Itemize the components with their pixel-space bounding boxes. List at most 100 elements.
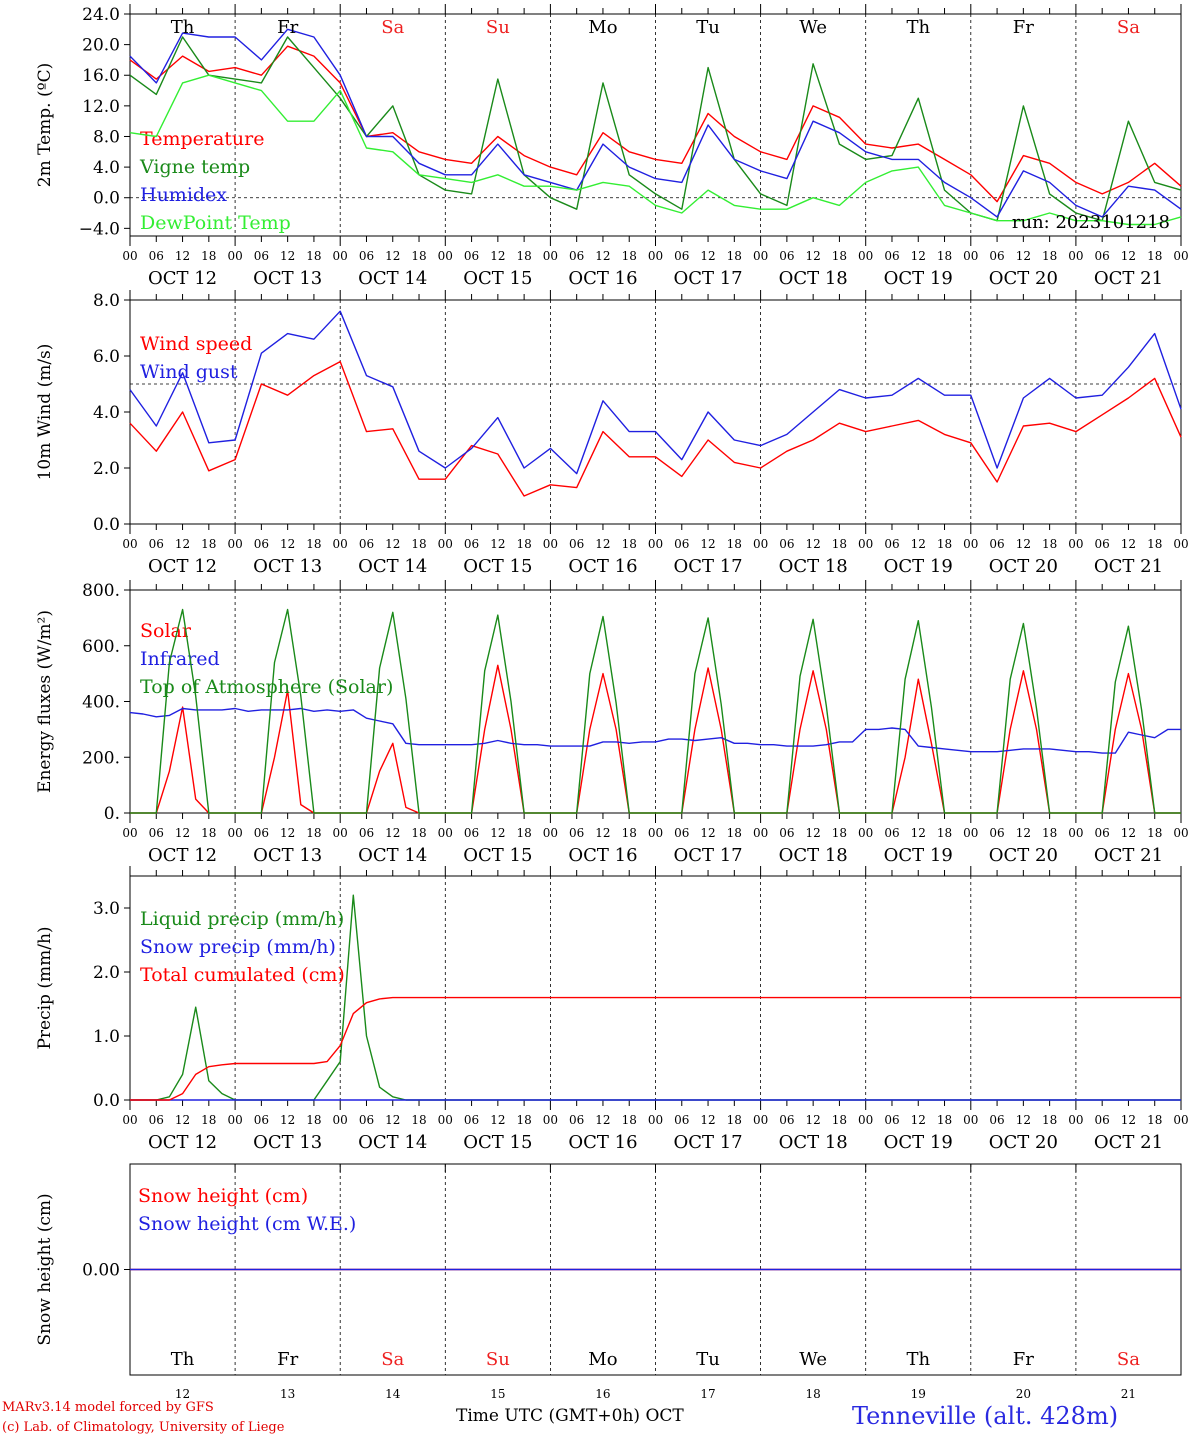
hour-tick-label: 00 xyxy=(1173,826,1188,840)
bottom-day-number: 19 xyxy=(911,1387,926,1401)
hour-tick-label: 06 xyxy=(359,826,374,840)
y-tick-label: 16.0 xyxy=(82,66,120,86)
date-label: OCT 14 xyxy=(358,845,427,866)
hour-tick-label: 06 xyxy=(884,1113,899,1127)
date-label: OCT 15 xyxy=(463,556,532,577)
weekday-label: Th xyxy=(906,17,930,38)
weekday-label: Su xyxy=(486,1349,510,1370)
hour-tick-label: 12 xyxy=(490,1113,505,1127)
hour-tick-label: 12 xyxy=(175,1113,190,1127)
hour-tick-label: 18 xyxy=(516,1113,531,1127)
y-tick-label: 200. xyxy=(82,748,120,768)
hour-tick-label: 06 xyxy=(149,826,164,840)
weekday-label: Sa xyxy=(1117,17,1140,38)
y-tick-label: 12.0 xyxy=(82,97,120,117)
hour-tick-label: 00 xyxy=(438,249,453,263)
y-tick-label: 4.0 xyxy=(93,403,120,423)
weekday-label: Th xyxy=(171,1349,195,1370)
weekday-label: Sa xyxy=(381,17,404,38)
hour-tick-label: 12 xyxy=(280,249,295,263)
bottom-day-number: 21 xyxy=(1121,1387,1136,1401)
legend-entry: Snow precip (mm/h) xyxy=(140,936,336,958)
hour-tick-label: 12 xyxy=(490,249,505,263)
hour-tick-label: 06 xyxy=(149,249,164,263)
series-line-infrared xyxy=(129,707,1181,754)
hour-tick-label: 00 xyxy=(543,1113,558,1127)
hour-tick-label: 00 xyxy=(858,1113,873,1127)
hour-tick-label: 06 xyxy=(254,249,269,263)
hour-tick-label: 18 xyxy=(516,249,531,263)
hour-tick-label: 12 xyxy=(1016,249,1031,263)
hour-tick-label: 18 xyxy=(306,1113,321,1127)
hour-tick-label: 06 xyxy=(989,1113,1004,1127)
y-tick-label: 600. xyxy=(82,637,120,657)
hour-tick-label: 06 xyxy=(569,826,584,840)
y-axis-label: Energy fluxes (W/m²) xyxy=(35,610,55,793)
date-label: OCT 21 xyxy=(1094,268,1163,289)
hour-tick-label: 06 xyxy=(989,537,1004,551)
hour-tick-label: 18 xyxy=(937,1113,952,1127)
hour-tick-label: 18 xyxy=(1147,249,1162,263)
hour-tick-label: 18 xyxy=(411,1113,426,1127)
hour-tick-label: 06 xyxy=(569,537,584,551)
hour-tick-label: 12 xyxy=(280,1113,295,1127)
hour-tick-label: 00 xyxy=(648,1113,663,1127)
weekday-label: Fr xyxy=(1013,1349,1034,1370)
hour-tick-label: 12 xyxy=(911,826,926,840)
y-tick-label: 8.0 xyxy=(93,127,120,147)
hour-tick-label: 00 xyxy=(122,537,137,551)
hour-tick-label: 00 xyxy=(1068,826,1083,840)
series-line-total-cumulated-cm- xyxy=(130,996,1181,1101)
hour-tick-label: 18 xyxy=(622,249,637,263)
weekday-label: Th xyxy=(906,1349,930,1370)
y-tick-label: 2.0 xyxy=(93,459,120,479)
date-label: OCT 19 xyxy=(884,1132,953,1153)
hour-tick-label: 06 xyxy=(464,537,479,551)
hour-tick-label: 00 xyxy=(333,826,348,840)
hour-tick-label: 12 xyxy=(1121,537,1136,551)
hour-tick-label: 12 xyxy=(806,537,821,551)
hour-tick-label: 12 xyxy=(595,826,610,840)
hour-tick-label: 18 xyxy=(832,826,847,840)
date-label: OCT 18 xyxy=(779,1132,848,1153)
hour-tick-label: 06 xyxy=(674,249,689,263)
hour-tick-label: 00 xyxy=(438,826,453,840)
hour-tick-label: 12 xyxy=(700,1113,715,1127)
series-line-humidex xyxy=(129,28,1182,218)
y-tick-label: 0.0 xyxy=(93,189,120,209)
legend-entry: Wind gust xyxy=(140,361,238,383)
bottom-day-number: 20 xyxy=(1016,1387,1031,1401)
hour-tick-label: 18 xyxy=(201,249,216,263)
series-line-temperature xyxy=(129,45,1182,203)
bottom-day-number: 12 xyxy=(175,1387,190,1401)
y-tick-label: 8.0 xyxy=(93,291,120,311)
hour-tick-label: 12 xyxy=(595,1113,610,1127)
date-label: OCT 16 xyxy=(568,268,637,289)
hour-tick-label: 00 xyxy=(753,826,768,840)
bottom-day-number: 17 xyxy=(700,1387,715,1401)
hour-tick-label: 12 xyxy=(385,537,400,551)
hour-tick-label: 00 xyxy=(333,1113,348,1127)
hour-tick-label: 12 xyxy=(806,1113,821,1127)
hour-tick-label: 00 xyxy=(438,1113,453,1127)
hour-tick-label: 18 xyxy=(201,537,216,551)
hour-tick-label: 18 xyxy=(937,826,952,840)
hour-tick-label: 00 xyxy=(1173,1113,1188,1127)
hour-tick-label: 18 xyxy=(201,826,216,840)
legend-entry: Humidex xyxy=(140,184,227,206)
hour-tick-label: 06 xyxy=(989,249,1004,263)
hour-tick-label: 00 xyxy=(963,537,978,551)
legend-entry: Top of Atmosphere (Solar) xyxy=(140,676,393,698)
y-tick-label: 1.0 xyxy=(93,1027,120,1047)
hour-tick-label: 18 xyxy=(1042,537,1057,551)
hour-tick-label: 00 xyxy=(1173,249,1188,263)
hour-tick-label: 06 xyxy=(464,249,479,263)
hour-tick-label: 18 xyxy=(1147,1113,1162,1127)
date-label: OCT 16 xyxy=(568,845,637,866)
hour-tick-label: 00 xyxy=(1173,537,1188,551)
hour-tick-label: 06 xyxy=(359,1113,374,1127)
y-tick-label: 6.0 xyxy=(93,347,120,367)
date-label: OCT 17 xyxy=(673,845,742,866)
hour-tick-label: 06 xyxy=(674,537,689,551)
weekday-label: We xyxy=(799,1349,827,1370)
